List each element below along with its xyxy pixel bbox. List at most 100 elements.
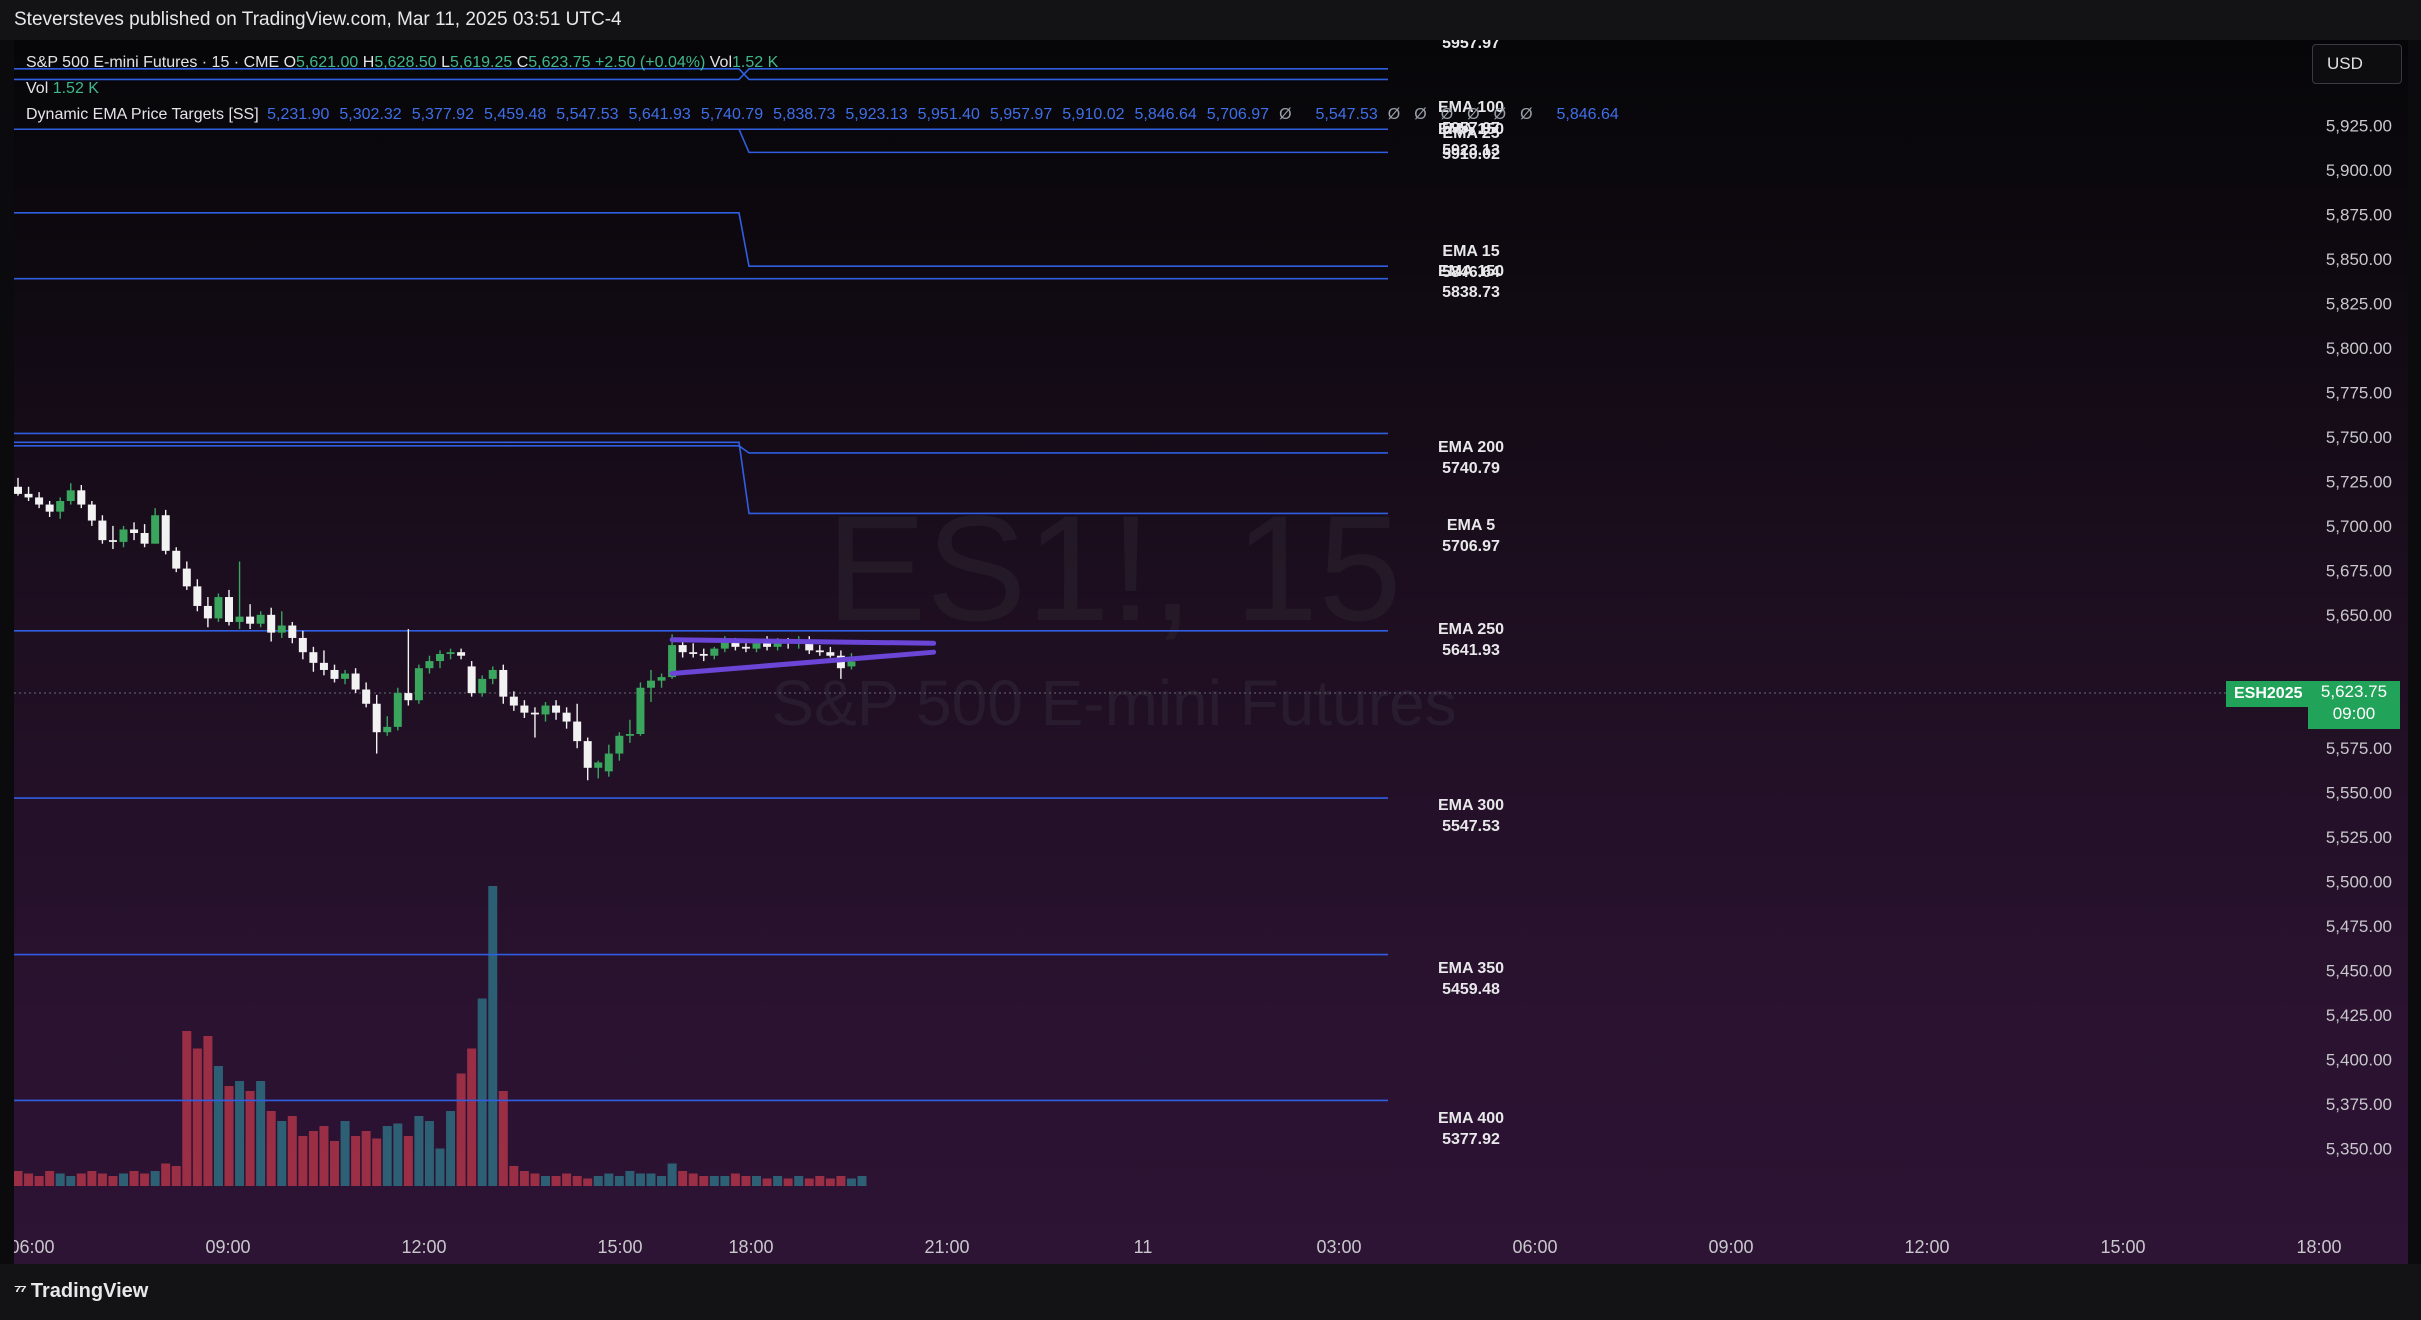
- legend-change: +2.50 (+0.04%): [595, 54, 706, 71]
- legend-indicator-zero: Ø: [1493, 106, 1507, 123]
- ema-label-value: 5910.02: [1442, 146, 1500, 163]
- volume-bar: [108, 1176, 118, 1186]
- legend-indicator-values: 5,231.90 5,302.32 5,377.92 5,459.48 5,547.53…: [267, 106, 1629, 123]
- legend-indicator-zero: Ø: [1520, 106, 1533, 123]
- ema-label-value: 5459.48: [1442, 981, 1500, 998]
- ema-label-name: EMA 250: [1438, 621, 1504, 638]
- candle-body: [552, 705, 561, 713]
- time-tick-label: 03:00: [1316, 1237, 1361, 1257]
- candle-body: [309, 652, 318, 663]
- volume-bar: [625, 1171, 635, 1186]
- price-chart[interactable]: ES1!, 15 S&P 500 E-mini Futures 5957.97 E…: [14, 40, 2408, 1264]
- volume-bar: [171, 1166, 181, 1186]
- chart-area[interactable]: ES1!, 15 S&P 500 E-mini Futures 5957.97 E…: [14, 40, 2408, 1264]
- footer-bar: ⁷⁷ TradingView: [0, 1264, 2421, 1320]
- volume-bar: [857, 1176, 867, 1186]
- volume-bar: [530, 1173, 540, 1186]
- candle-body: [24, 493, 33, 498]
- volume-bar: [773, 1176, 783, 1186]
- volume-bar: [97, 1173, 107, 1186]
- legend-indicator-row[interactable]: Dynamic EMA Price Targets [SS] 5,231.90 5…: [26, 102, 1629, 128]
- time-tick-label: 15:00: [597, 1237, 642, 1257]
- volume-bar: [424, 1121, 434, 1186]
- trendline[interactable]: [669, 649, 937, 677]
- volume-bar: [551, 1176, 561, 1186]
- volume-bars: [14, 886, 867, 1186]
- legend-indicator-zero: Ø: [1467, 106, 1480, 123]
- time-tick-label: 06:00: [14, 1237, 55, 1257]
- price-tick-label: 5,525.00: [2326, 828, 2392, 847]
- candle-body: [467, 666, 476, 694]
- volume-bar: [804, 1178, 814, 1186]
- volume-bar: [688, 1173, 698, 1186]
- legend-symbol-row[interactable]: S&P 500 E-mini Futures · 15 · CME O5,621…: [26, 50, 1629, 76]
- ema-label-value: 5740.79: [1442, 460, 1500, 477]
- ema-label-name: EMA 100: [1438, 99, 1504, 116]
- volume-bar: [361, 1131, 371, 1186]
- candle-body: [151, 515, 160, 544]
- legend-indicator-value: 5,706.97: [1206, 106, 1270, 123]
- price-tick-label: 5,700.00: [2326, 517, 2392, 536]
- volume-bar: [382, 1126, 392, 1186]
- candle-body: [14, 486, 22, 494]
- candle-body: [520, 705, 529, 713]
- candle-body: [193, 586, 202, 606]
- candle-body: [530, 712, 539, 715]
- trendlines[interactable]: [669, 637, 937, 677]
- time-tick-label: 21:00: [924, 1237, 969, 1257]
- candle-body: [319, 662, 328, 670]
- ema-label-name: EMA 5: [1447, 517, 1495, 534]
- ema-label-value: 5923.13: [1442, 142, 1500, 159]
- time-axis[interactable]: 06:00 09:00 12:00 15:00 18:00 21:00 11 03:00 06:…: [14, 1237, 2342, 1257]
- time-tick-label: 09:00: [205, 1237, 250, 1257]
- candle-body: [298, 637, 307, 653]
- legend-indicator-zero: Ø: [1387, 106, 1401, 123]
- volume-bar: [119, 1173, 128, 1186]
- watermark: ES1!, 15 S&P 500 E-mini Futures: [771, 484, 1456, 739]
- candle-body: [478, 678, 487, 694]
- time-tick-label: 09:00: [1708, 1237, 1753, 1257]
- price-tick-label: 5,775.00: [2326, 384, 2392, 403]
- volume-bar: [794, 1176, 804, 1186]
- ema-label-name: EMA 15: [1442, 243, 1499, 260]
- currency-button[interactable]: USD: [2312, 44, 2402, 84]
- volume-bar: [604, 1173, 614, 1186]
- legend-volume-row[interactable]: Vol 1.52 K: [26, 76, 1629, 102]
- price-tick-label: 5,725.00: [2326, 472, 2392, 491]
- volume-bar: [266, 1111, 276, 1186]
- volume-bar: [213, 1066, 223, 1186]
- publisher-bar: Steversteves published on TradingView.co…: [0, 0, 2421, 40]
- volume-bar: [709, 1176, 719, 1186]
- tradingview-brand: TradingView: [30, 1280, 149, 1302]
- volume-bar: [287, 1116, 297, 1186]
- volume-bar: [836, 1176, 846, 1186]
- volume-bar: [308, 1131, 318, 1186]
- candle-body: [108, 540, 117, 542]
- candle-body: [256, 614, 265, 624]
- tradingview-logo[interactable]: ⁷⁷ TradingView: [14, 1280, 148, 1303]
- volume-bar: [45, 1171, 55, 1186]
- price-axis[interactable]: 5,925.00 5,900.00 5,875.00 5,850.00 5,825.00…: [2326, 117, 2392, 1159]
- candle-body: [826, 652, 835, 656]
- legend-indicator-value: 5,846.64: [1556, 106, 1619, 123]
- ema-top-value: 5957.97: [1442, 40, 1500, 52]
- candle-body: [383, 726, 392, 733]
- volume-bar: [509, 1166, 519, 1186]
- ema-label-value: 5706.97: [1442, 538, 1500, 555]
- price-tick-label: 5,375.00: [2326, 1095, 2392, 1114]
- price-tick-label: 5,750.00: [2326, 428, 2392, 447]
- candle-body: [752, 643, 761, 649]
- volume-bar: [224, 1086, 234, 1186]
- candle-body: [668, 645, 677, 678]
- price-tick-label: 5,400.00: [2326, 1050, 2392, 1069]
- ema-label-value: 5846.64: [1442, 264, 1500, 281]
- ema-label-value: 5377.92: [1442, 1131, 1500, 1148]
- candle-body: [130, 529, 139, 534]
- ema-line: [14, 67, 1388, 81]
- volume-bar: [87, 1171, 97, 1186]
- trendline[interactable]: [669, 637, 937, 646]
- volume-bar: [76, 1173, 86, 1186]
- watermark-ticker: ES1!, 15: [826, 484, 1401, 652]
- candle-body: [488, 669, 497, 679]
